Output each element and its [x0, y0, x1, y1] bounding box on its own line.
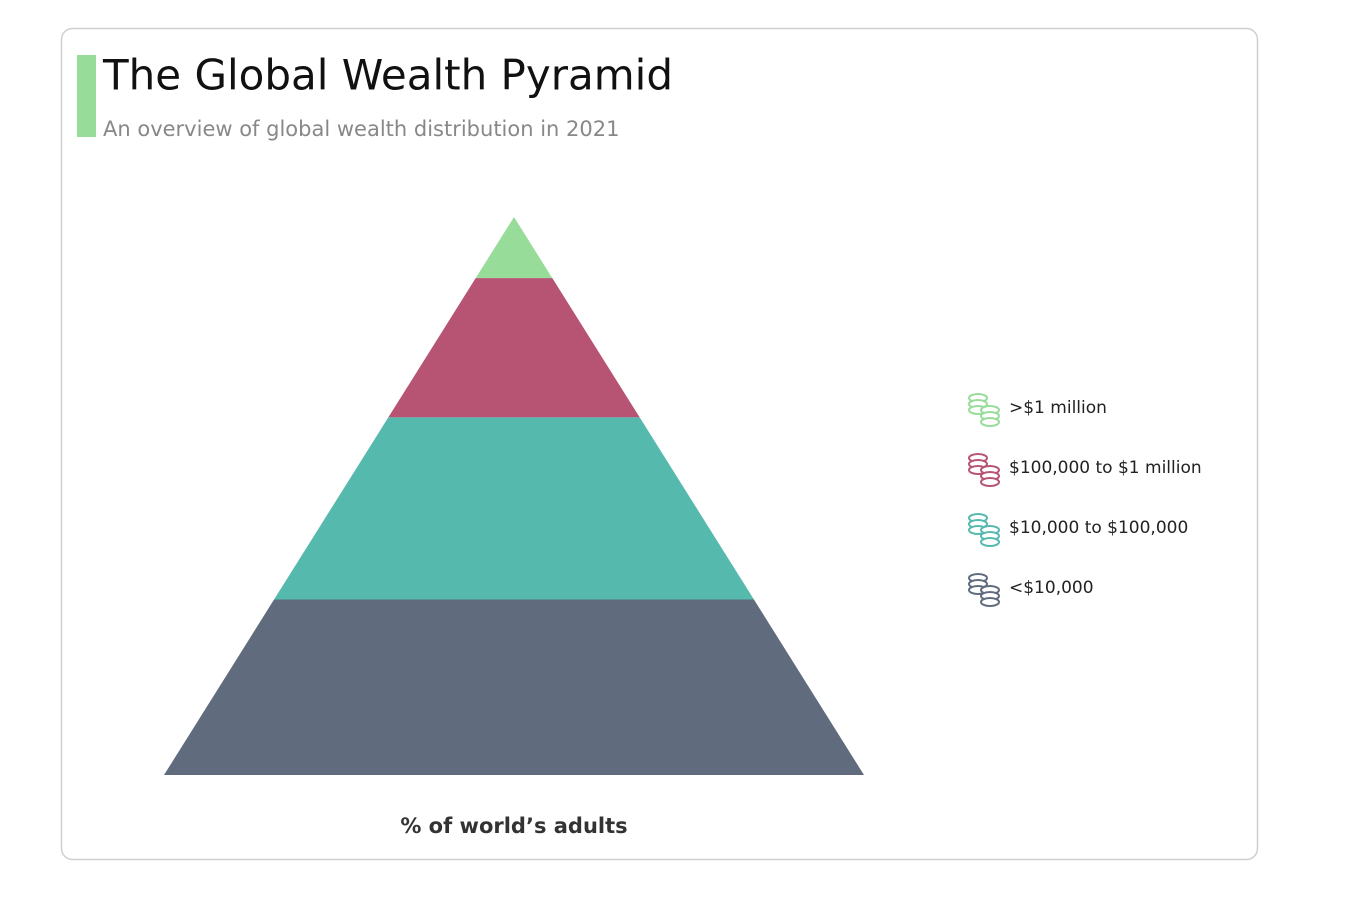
pyramid-segment	[475, 217, 553, 279]
legend-icon	[968, 573, 1000, 607]
coin	[980, 417, 1000, 427]
legend-icon	[968, 513, 1000, 547]
title-accent	[77, 55, 96, 137]
coin	[980, 537, 1000, 547]
coin	[980, 477, 1000, 487]
legend-label: $100,000 to $1 million	[1009, 458, 1202, 478]
legend-icon	[968, 393, 1000, 427]
legend-label: <$10,000	[1009, 578, 1094, 598]
coin	[980, 597, 1000, 607]
legend-label: $10,000 to $100,000	[1009, 518, 1188, 538]
pyramid-segment	[164, 599, 864, 775]
chart-title: The Global Wealth Pyramid	[102, 51, 673, 100]
pyramid-segment	[274, 417, 754, 600]
legend-label: >$1 million	[1009, 398, 1107, 418]
pyramid-segment	[388, 278, 640, 418]
axis-label: % of world’s adults	[400, 814, 627, 838]
legend-icon	[968, 453, 1000, 487]
chart-subtitle: An overview of global wealth distributio…	[103, 117, 619, 141]
